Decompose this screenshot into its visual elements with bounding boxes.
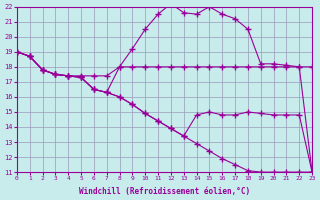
X-axis label: Windchill (Refroidissement éolien,°C): Windchill (Refroidissement éolien,°C) — [79, 187, 250, 196]
